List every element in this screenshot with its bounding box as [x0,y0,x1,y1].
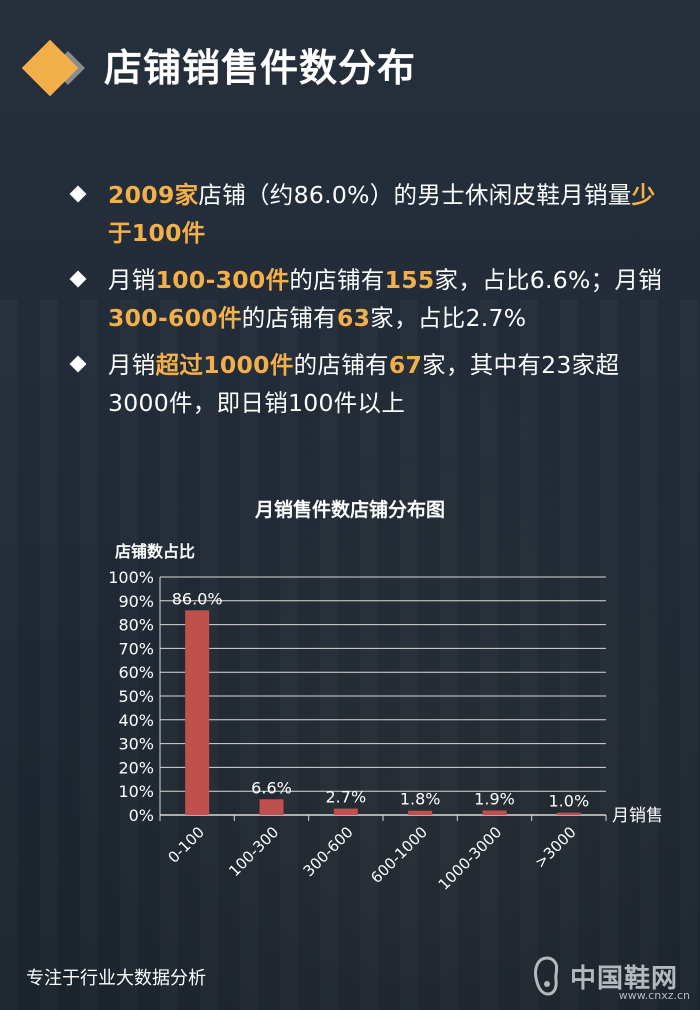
bullet-text: 家，占比6.6%；月销 [434,266,663,294]
bar [408,810,433,815]
bar [482,810,507,815]
title-diamond-icon [22,40,85,96]
bullet-text: 的店铺有 [293,351,389,379]
y-tick-label: 50% [118,687,154,706]
footer-tagline: 专注于行业大数据分析 [26,968,206,989]
bullet-text: 的店铺有 [289,266,385,294]
highlight-text: 63 [336,304,371,332]
y-tick-label: 0% [129,806,154,825]
brand-name: 中国鞋网 [570,963,679,994]
data-label: 6.6% [251,778,292,797]
bullet-text: 月销 [108,266,156,294]
data-label: 1.0% [549,792,590,811]
bar [259,799,284,815]
bullet-item: 月销100-300件的店铺有155家，占比6.6%；月销300-600件的店铺有… [68,261,668,337]
page-title: 店铺销售件数分布 [104,46,417,90]
data-label: 86.0% [172,589,223,608]
x-tick-label: >3000 [531,823,580,872]
data-label: 2.7% [326,788,367,807]
y-tick-label: 40% [118,711,154,730]
bullet-list: 2009家店铺（约86.0%）的男士休闲皮鞋月销量少于100件 月销100-300… [68,176,668,431]
highlight-text: 超过1000件 [155,351,294,379]
y-tick-label: 70% [118,639,154,658]
bullet-text: 家，其中有23家超3000件，即日销100件以上 [108,351,620,417]
large-diamond-mark [22,40,79,96]
x-tick-label: 1000-3000 [435,823,506,894]
bar [185,610,210,815]
y-tick-label: 10% [118,782,154,801]
data-label: 1.9% [474,789,515,808]
chart-x-axis-label: 月销售 [612,806,663,826]
y-tick-label: 30% [118,735,154,754]
y-tick-label: 80% [118,616,154,635]
brand-logo: 中国鞋网 www.cnxz.cn [530,950,690,1002]
bar [556,812,581,815]
bullet-text: 的店铺有 [241,304,337,332]
bullet-item: 2009家店铺（约86.0%）的男士休闲皮鞋月销量少于100件 [68,176,668,252]
shoe-logo-icon [534,956,559,996]
highlight-text: 67 [388,351,423,379]
highlight-text: 2009家 [108,181,199,209]
bullet-text: 月销 [108,351,156,379]
bar [333,808,358,815]
highlight-text: 100-300件 [155,266,290,294]
bullet-text: 店铺（约86.0%）的男士休闲皮鞋月销量 [198,181,632,209]
y-tick-label: 60% [118,663,154,682]
brand-url: www.cnxz.cn [618,989,690,1002]
bullet-item: 月销超过1000件的店铺有67家，其中有23家超3000件，即日销100件以上 [68,346,668,422]
x-tick-label: 600-1000 [367,823,431,887]
chart-y-axis-label: 店铺数占比 [115,542,196,561]
y-tick-label: 90% [118,592,154,611]
y-tick-label: 100% [108,568,154,587]
x-tick-label: 100-300 [225,823,282,880]
chart-title: 月销售件数店铺分布图 [254,499,445,521]
highlight-text: 少于100件 [108,181,656,247]
data-label: 1.8% [400,790,441,809]
y-tick-label: 20% [118,758,154,777]
highlight-text: 300-600件 [108,304,242,332]
bullet-text: 家，占比2.7% [370,304,527,332]
highlight-text: 155 [384,266,435,294]
x-tick-label: 300-600 [300,823,357,880]
x-tick-label: 0-100 [164,823,208,867]
